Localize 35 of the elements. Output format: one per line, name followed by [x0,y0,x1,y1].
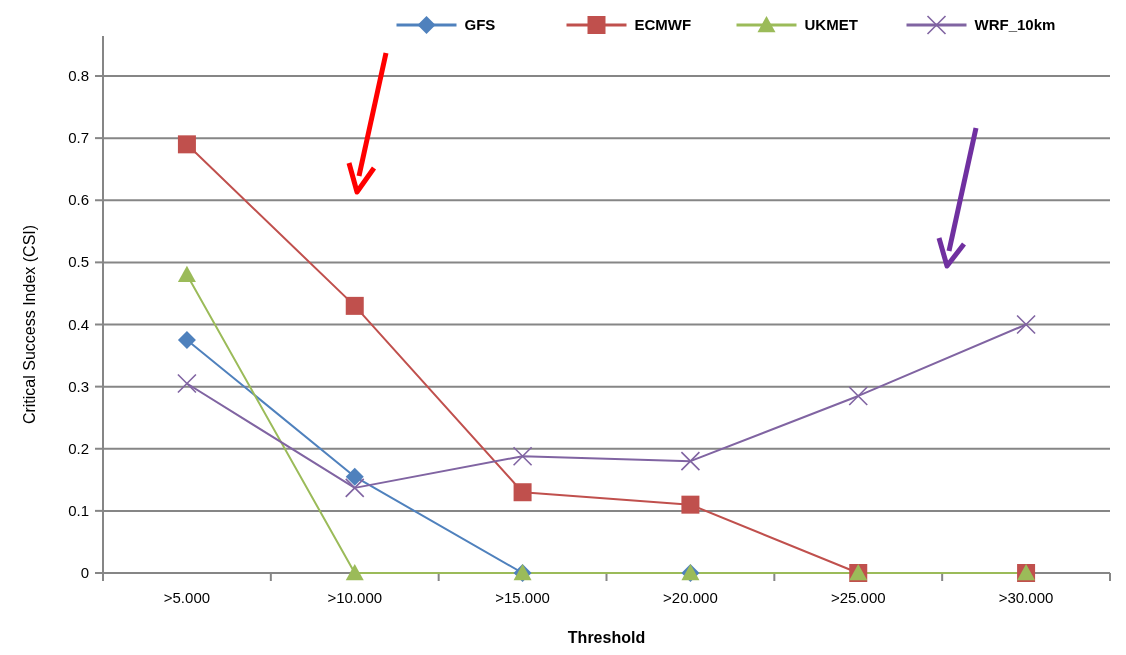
y-tick-label: 0.8 [68,67,89,84]
y-tick-label: 0.6 [68,191,89,209]
x-tick-label: >5.000 [163,589,211,606]
point [344,478,365,498]
x-tick-label: >30.000 [998,589,1054,606]
point [177,331,196,350]
y-tick-label: 0.7 [68,129,89,147]
legend-label: ECMWF [634,16,692,33]
point [1016,314,1036,335]
y-tick-label: 0.3 [68,377,89,395]
x-tick-label: >25.000 [830,589,886,606]
point [848,386,869,406]
y-tick-label: 0.5 [68,253,89,271]
point [513,483,532,502]
point [681,495,700,514]
point [177,265,196,282]
point [177,373,197,394]
y-tick-label: 0.4 [68,315,89,333]
y-tick-label: 0.2 [68,439,89,457]
point [177,135,196,154]
y-tick-label: 0.1 [68,501,89,519]
x-tick-label: >15.000 [495,589,550,606]
point [680,451,701,471]
x-tick-label: >10.000 [327,589,383,606]
point [345,564,364,581]
legend-label: GFS [464,16,496,33]
x-axis-title: Threshold [567,629,646,646]
legend-label: UKMET [804,16,858,33]
x-tick-label: >20.000 [663,589,718,606]
point [345,296,364,315]
point [345,467,364,486]
legend-label: WRF_10km [974,16,1056,33]
y-tick-label: 0 [80,564,89,581]
y-axis-title: Critical Success Index (CSI) [21,224,38,425]
point [512,446,533,467]
